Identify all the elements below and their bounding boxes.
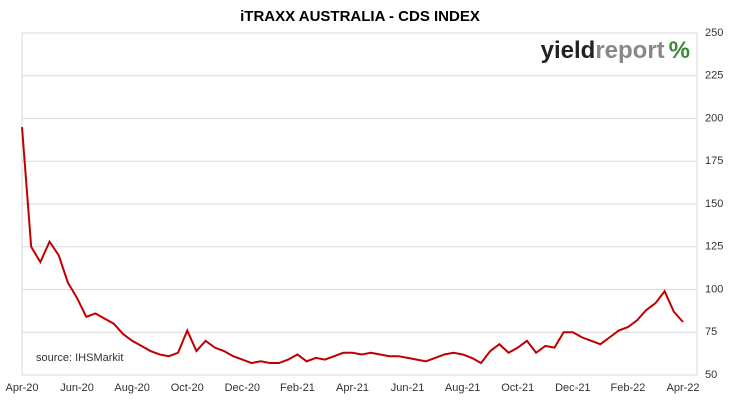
x-tick-label: Feb-22	[610, 382, 645, 394]
x-tick-label: Dec-21	[555, 382, 590, 394]
x-tick-label: Aug-20	[114, 382, 149, 394]
y-tick-label: 100	[705, 283, 723, 295]
y-tick-label: 225	[705, 70, 723, 82]
logo-first: yield	[541, 37, 596, 64]
x-tick-label: Apr-22	[666, 382, 699, 394]
x-tick-label: Jun-21	[391, 382, 425, 394]
x-tick-label: Dec-20	[225, 382, 260, 394]
logo-symbol: %	[669, 37, 690, 64]
annotation: source: IHSMarkit	[36, 352, 123, 364]
logo-second: report	[595, 37, 664, 64]
x-tick-label: Jun-20	[60, 382, 94, 394]
y-tick-label: 250	[705, 27, 723, 39]
y-tick-label: 175	[705, 155, 723, 167]
y-tick-label: 150	[705, 198, 723, 210]
x-tick-label: Oct-20	[171, 382, 204, 394]
x-tick-label: Apr-20	[5, 382, 38, 394]
y-tick-label: 125	[705, 241, 723, 253]
x-tick-label: Feb-21	[280, 382, 315, 394]
x-tick-label: Aug-21	[445, 382, 480, 394]
chart-title: iTRAXX AUSTRALIA - CDS INDEX	[240, 8, 480, 25]
x-tick-label: Oct-21	[501, 382, 534, 394]
y-tick-label: 200	[705, 112, 723, 124]
logo: yieldreport%	[541, 37, 690, 64]
y-tick-label: 75	[705, 326, 717, 338]
y-tick-label: 50	[705, 369, 717, 381]
line-series	[21, 126, 684, 365]
x-tick-label: Apr-21	[336, 382, 369, 394]
